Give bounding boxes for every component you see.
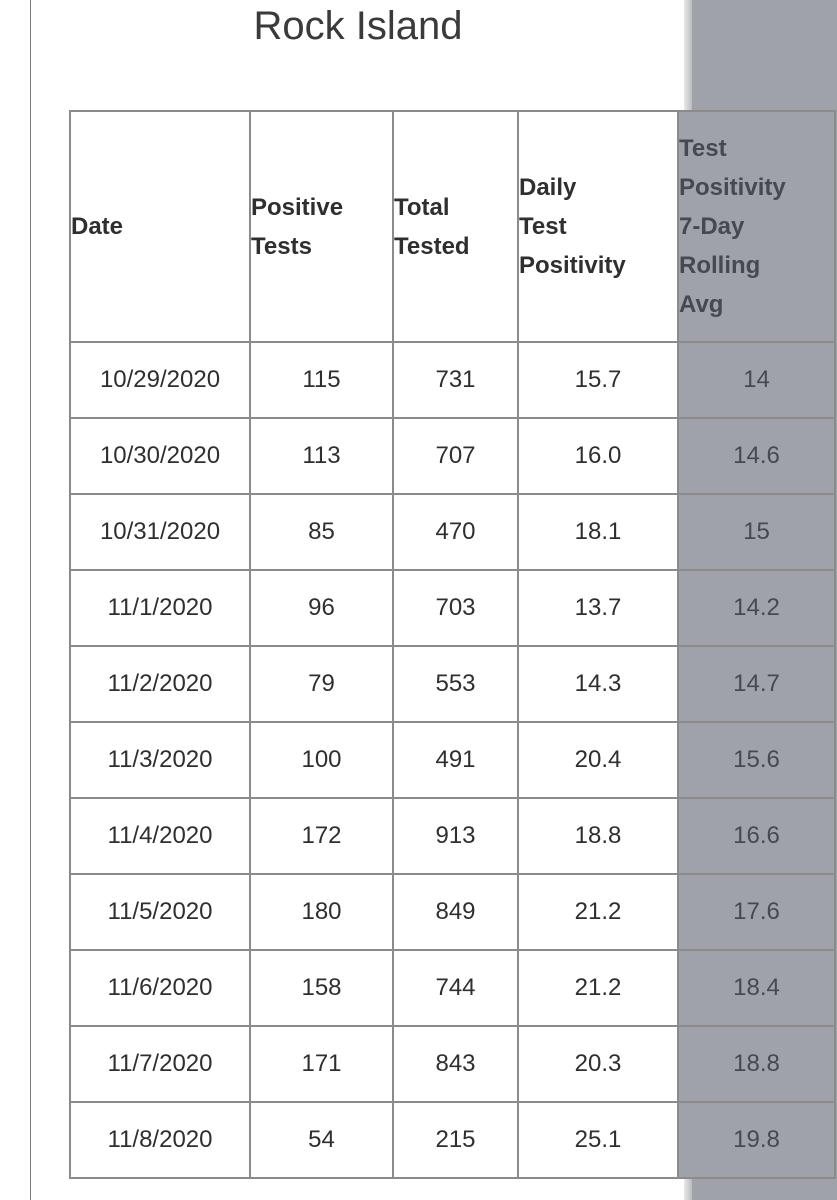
header-rolling-avg: Test Positivity 7-Day Rolling Avg — [677, 110, 836, 343]
cell-rolling-avg: 14.6 — [677, 417, 836, 495]
header-total-tested: Total Tested — [392, 110, 519, 343]
cell-total-tested: 913 — [392, 797, 519, 875]
cell-positive-tests: 115 — [249, 341, 394, 419]
table-row: 11/6/2020 158 744 21.2 18.4 — [69, 949, 836, 1027]
header-line: Total — [394, 193, 450, 221]
header-line: 7-Day — [679, 213, 745, 240]
header-date-line: Date — [71, 213, 124, 240]
cell-date: 11/4/2020 — [69, 797, 251, 875]
cell-positive-tests: 113 — [249, 417, 394, 495]
cell-positive-tests: 100 — [249, 721, 394, 799]
cell-daily-positivity: 20.4 — [517, 721, 679, 799]
cell-date: 10/30/2020 — [69, 417, 251, 495]
table-row: 11/3/2020 100 491 20.4 15.6 — [69, 721, 836, 799]
table-row: 11/4/2020 172 913 18.8 16.6 — [69, 797, 836, 875]
cell-positive-tests: 54 — [249, 1101, 394, 1179]
header-date: Date — [69, 110, 251, 343]
cell-daily-positivity: 18.8 — [517, 797, 679, 875]
data-table: Date Positive Tests Total Tested Daily T… — [69, 110, 836, 1179]
cell-rolling-avg: 19.8 — [677, 1101, 836, 1179]
header-line: Test — [519, 213, 567, 240]
cell-rolling-avg: 14.7 — [677, 645, 836, 723]
cell-total-tested: 744 — [392, 949, 519, 1027]
table-row: 11/8/2020 54 215 25.1 19.8 — [69, 1101, 836, 1179]
page-left-border — [30, 0, 31, 1200]
table-row: 11/2/2020 79 553 14.3 14.7 — [69, 645, 836, 723]
cell-positive-tests: 158 — [249, 949, 394, 1027]
cell-positive-tests: 85 — [249, 493, 394, 571]
cell-rolling-avg: 18.8 — [677, 1025, 836, 1103]
cell-daily-positivity: 21.2 — [517, 873, 679, 951]
cell-daily-positivity: 20.3 — [517, 1025, 679, 1103]
header-line: Tests — [251, 232, 312, 260]
cell-date: 10/31/2020 — [69, 493, 251, 571]
header-daily-test-positivity: Daily Test Positivity — [517, 110, 679, 343]
header-line: Positivity — [679, 174, 786, 201]
cell-date: 11/3/2020 — [69, 721, 251, 799]
table-row: 10/29/2020 115 731 15.7 14 — [69, 341, 836, 419]
table-row: 11/7/2020 171 843 20.3 18.8 — [69, 1025, 836, 1103]
cell-total-tested: 553 — [392, 645, 519, 723]
cell-daily-positivity: 16.0 — [517, 417, 679, 495]
cell-date: 11/2/2020 — [69, 645, 251, 723]
cell-date: 11/1/2020 — [69, 569, 251, 647]
header-row: Date Positive Tests Total Tested Daily T… — [69, 110, 836, 343]
header-line: Positivity — [519, 252, 626, 279]
cell-date: 11/6/2020 — [69, 949, 251, 1027]
cell-positive-tests: 96 — [249, 569, 394, 647]
cell-rolling-avg: 18.4 — [677, 949, 836, 1027]
cell-date: 11/7/2020 — [69, 1025, 251, 1103]
cell-positive-tests: 171 — [249, 1025, 394, 1103]
cell-date: 11/8/2020 — [69, 1101, 251, 1179]
cell-daily-positivity: 15.7 — [517, 341, 679, 419]
cell-total-tested: 491 — [392, 721, 519, 799]
cell-rolling-avg: 16.6 — [677, 797, 836, 875]
cell-rolling-avg: 14.2 — [677, 569, 836, 647]
cell-positive-tests: 180 — [249, 873, 394, 951]
cell-rolling-avg: 17.6 — [677, 873, 836, 951]
cell-total-tested: 707 — [392, 417, 519, 495]
cell-total-tested: 703 — [392, 569, 519, 647]
cell-date: 11/5/2020 — [69, 873, 251, 951]
cell-total-tested: 843 — [392, 1025, 519, 1103]
page-title: Rock Island — [253, 4, 463, 48]
header-positive-tests: Positive Tests — [249, 110, 394, 343]
cell-rolling-avg: 15.6 — [677, 721, 836, 799]
header-line: Avg — [679, 291, 724, 318]
table-row: 10/31/2020 85 470 18.1 15 — [69, 493, 836, 571]
cell-total-tested: 849 — [392, 873, 519, 951]
cell-positive-tests: 172 — [249, 797, 394, 875]
cell-daily-positivity: 25.1 — [517, 1101, 679, 1179]
cell-daily-positivity: 18.1 — [517, 493, 679, 571]
cell-positive-tests: 79 — [249, 645, 394, 723]
cell-date: 10/29/2020 — [69, 341, 251, 419]
cell-rolling-avg: 15 — [677, 493, 836, 571]
cell-daily-positivity: 21.2 — [517, 949, 679, 1027]
cell-total-tested: 470 — [392, 493, 519, 571]
table-row: 10/30/2020 113 707 16.0 14.6 — [69, 417, 836, 495]
header-line: Test — [679, 135, 727, 162]
table-row: 11/1/2020 96 703 13.7 14.2 — [69, 569, 836, 647]
header-line: Positive — [251, 193, 344, 221]
cell-daily-positivity: 13.7 — [517, 569, 679, 647]
table-row: 11/5/2020 180 849 21.2 17.6 — [69, 873, 836, 951]
header-line: Daily — [519, 174, 577, 201]
cell-total-tested: 215 — [392, 1101, 519, 1179]
cell-total-tested: 731 — [392, 341, 519, 419]
cell-rolling-avg: 14 — [677, 341, 836, 419]
header-line: Tested — [394, 232, 470, 260]
cell-daily-positivity: 14.3 — [517, 645, 679, 723]
header-line: Rolling — [679, 252, 761, 279]
